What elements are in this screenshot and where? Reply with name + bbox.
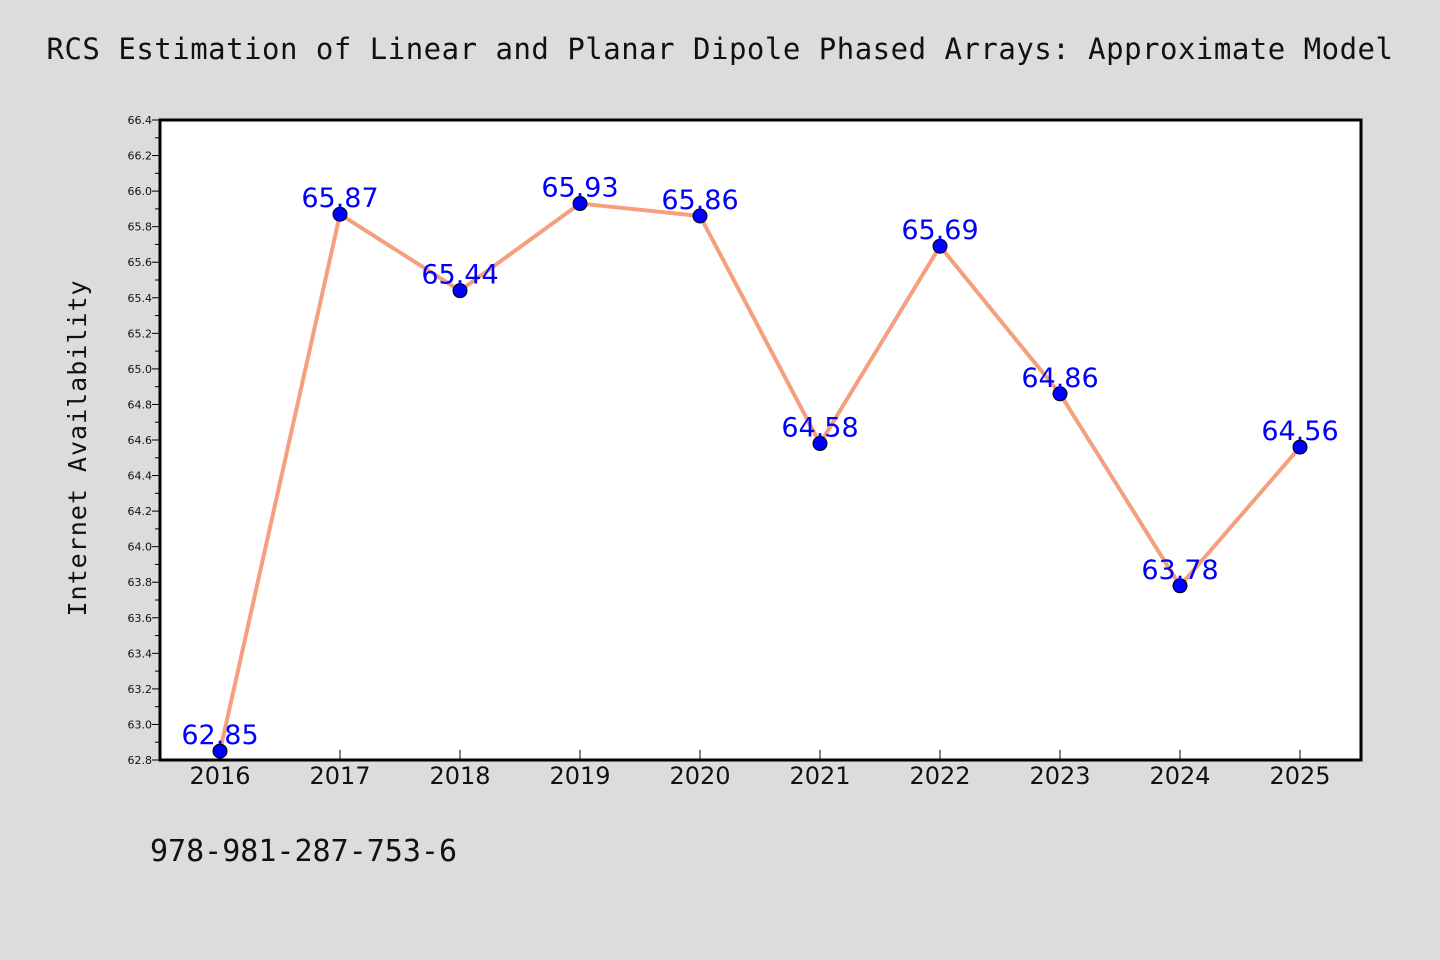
y-tick-label: 66.4 [128,114,153,127]
data-value-label: 64.86 [1021,363,1098,394]
x-tick-label: 2017 [309,762,370,790]
x-tick-label: 2023 [1029,762,1090,790]
data-point-marker [1292,439,1308,455]
data-point-marker [572,196,588,212]
y-tick-label: 63.6 [128,612,153,625]
y-tick-label: 66.0 [128,185,153,198]
data-value-label: 65.93 [541,173,618,204]
y-tick-label: 64.0 [128,541,153,554]
data-point-marker [692,208,708,224]
y-tick-label: 64.6 [128,434,153,447]
y-tick-label: 65.4 [128,292,153,305]
y-axis-label: Internet Availability [63,279,92,616]
x-tick-label: 2024 [1149,762,1210,790]
y-tick-label: 64.8 [128,398,153,411]
data-value-label: 64.58 [781,413,858,444]
data-point-marker [212,743,228,759]
y-tick-label: 63.4 [128,647,153,660]
series-line [218,201,1302,752]
x-tick-label: 2018 [429,762,490,790]
y-tick-label: 65.8 [128,221,153,234]
footer-isbn-text: 978-981-287-753-6 [150,834,458,869]
y-tick-label: 64.4 [128,470,153,483]
x-tick-label: 2019 [549,762,610,790]
y-tick-label: 63.2 [128,683,153,696]
y-tick-label: 63.8 [128,576,153,589]
data-point-marker [1052,386,1068,402]
y-tick-label: 65.0 [128,363,153,376]
data-value-label: 64.56 [1261,416,1338,447]
x-tick-label: 2016 [189,762,250,790]
data-point-marker [332,206,348,222]
x-tick-label: 2025 [1269,762,1330,790]
y-tick-label: 65.6 [128,256,153,269]
y-axis-ticks: 62.8 63.0 63.2 63.4 63.6 63.8 64.0 64.2 64.4 64.6… [128,114,160,767]
data-value-label: 65.86 [661,185,738,216]
data-value-label: 65.44 [421,260,498,291]
y-tick-label: 64.2 [128,505,153,518]
data-value-label: 63.78 [1141,555,1218,586]
series-group: 62.85 65.87 65.44 65.93 65.86 64.58 65.69 64.86… [181,173,1339,759]
plot-frame [158,118,1363,762]
data-value-label: 65.69 [901,215,978,246]
data-point-marker [1172,578,1188,594]
y-tick-label: 66.2 [128,150,153,163]
x-tick-label: 2020 [669,762,730,790]
chart-title: RCS Estimation of Linear and Planar Dipo… [46,32,1394,66]
data-value-label: 65.87 [301,183,378,214]
x-tick-label: 2022 [909,762,970,790]
data-point-marker [932,238,948,254]
y-tick-label: 63.0 [128,718,153,731]
x-tick-label: 2021 [789,762,850,790]
data-value-label: 62.85 [181,720,258,751]
x-axis-ticks: 2016 2017 2018 2019 2020 2021 2022 2023 2024 2025 [189,750,1331,790]
y-tick-label: 62.8 [128,754,153,767]
y-tick-label: 65.2 [128,327,153,340]
data-point-marker [452,283,468,299]
data-point-marker [812,436,828,452]
